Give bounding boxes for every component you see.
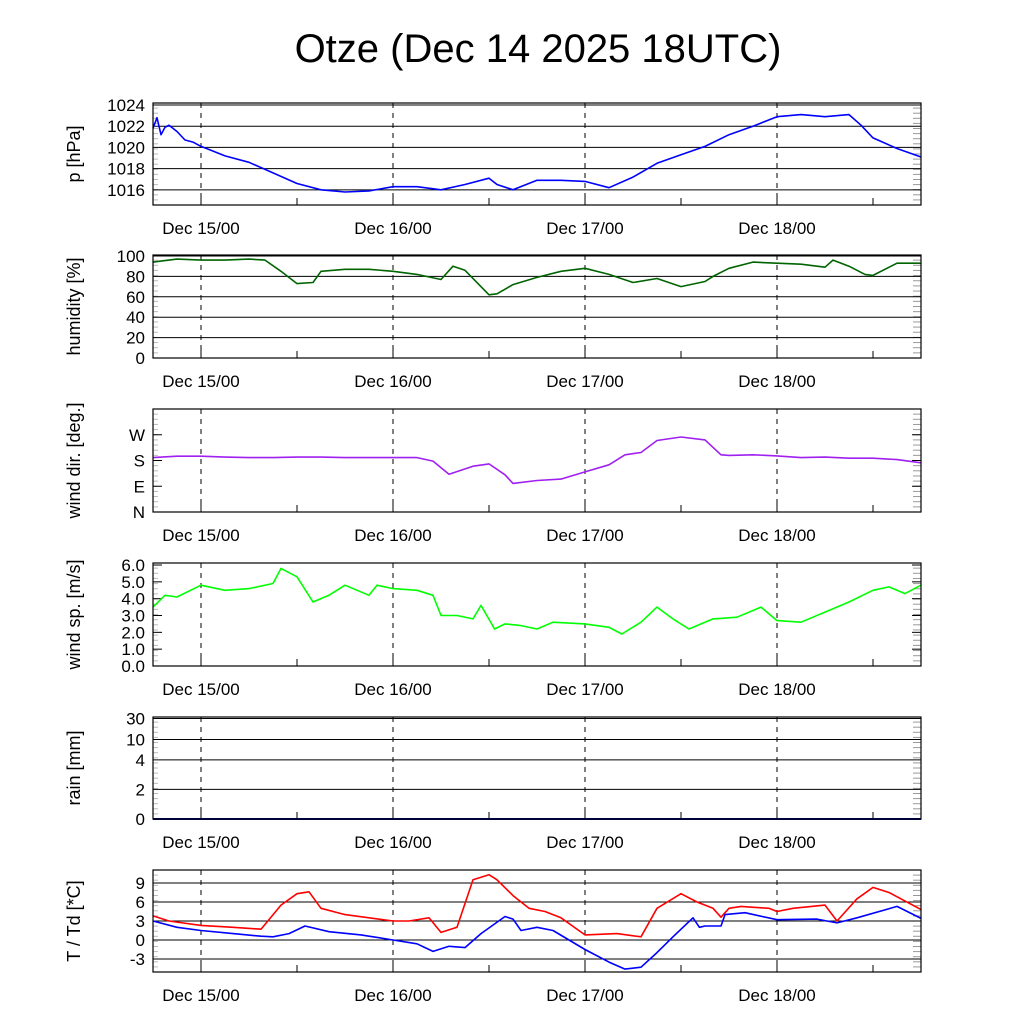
humidity-ytick-label: 20 bbox=[126, 329, 145, 348]
temperature-xtick-label: Dec 17/00 bbox=[546, 986, 624, 1005]
wind-direction-ytick-label: W bbox=[129, 426, 145, 445]
pressure-xtick-label: Dec 15/00 bbox=[162, 219, 240, 238]
wind-speed-ytick-label: 0.0 bbox=[121, 657, 145, 676]
temperature-axis-label: T / Td [*C] bbox=[64, 880, 84, 961]
rain-xtick-label: Dec 17/00 bbox=[546, 833, 624, 852]
temperature-series-t bbox=[152, 873, 922, 938]
wind-speed-axis-label: wind sp. [m/s] bbox=[64, 559, 84, 670]
wind-speed-ytick-label: 1.0 bbox=[121, 640, 145, 659]
rain-ytick-label: 30 bbox=[126, 710, 145, 729]
wind-speed-xtick-label: Dec 15/00 bbox=[162, 680, 240, 699]
rain-xtick-label: Dec 16/00 bbox=[354, 833, 432, 852]
temperature-ytick-label: -3 bbox=[130, 950, 145, 969]
rain-xtick-label: Dec 15/00 bbox=[162, 833, 240, 852]
pressure-series-pressure bbox=[152, 113, 922, 193]
humidity-xtick-label: Dec 18/00 bbox=[738, 372, 816, 391]
pressure-ytick-label: 1020 bbox=[107, 138, 145, 157]
wind-direction-xtick-label: Dec 16/00 bbox=[354, 526, 432, 545]
wind-direction-ytick-label: N bbox=[133, 503, 145, 522]
temperature-xtick-label: Dec 18/00 bbox=[738, 986, 816, 1005]
rain-ytick-label: 4 bbox=[136, 751, 145, 770]
humidity-xtick-label: Dec 16/00 bbox=[354, 372, 432, 391]
rain-ytick-label: 10 bbox=[126, 730, 145, 749]
wind-direction-xtick-label: Dec 15/00 bbox=[162, 526, 240, 545]
temperature-ytick-label: 6 bbox=[136, 893, 145, 912]
wind-speed-xtick-label: Dec 16/00 bbox=[354, 680, 432, 699]
wind-speed-ytick-label: 2.0 bbox=[121, 623, 145, 642]
wind-direction-series-wind-direction bbox=[152, 436, 922, 485]
humidity-ytick-label: 80 bbox=[126, 267, 145, 286]
wind-speed-xtick-label: Dec 18/00 bbox=[738, 680, 816, 699]
wind-direction-plot-frame bbox=[152, 408, 922, 513]
temperature-ytick-label: 3 bbox=[136, 912, 145, 931]
pressure-ytick-label: 1016 bbox=[107, 181, 145, 200]
temperature-ytick-label: 9 bbox=[136, 874, 145, 893]
wind-speed-plot-frame bbox=[152, 562, 922, 667]
temperature-series-td bbox=[152, 905, 922, 970]
pressure-plot-frame bbox=[152, 102, 922, 206]
wind-direction-ytick-label: S bbox=[134, 452, 145, 471]
humidity-xtick-label: Dec 17/00 bbox=[546, 372, 624, 391]
wind-speed-ytick-label: 4.0 bbox=[121, 590, 145, 609]
temperature-xtick-label: Dec 15/00 bbox=[162, 986, 240, 1005]
rain-plot-frame bbox=[152, 716, 922, 820]
wind-direction-axis-label: wind dir. [deg.] bbox=[64, 402, 84, 519]
temperature-ytick-label: 0 bbox=[136, 931, 145, 950]
humidity-ytick-label: 40 bbox=[126, 308, 145, 327]
humidity-xtick-label: Dec 15/00 bbox=[162, 372, 240, 391]
rain-ytick-label: 2 bbox=[136, 780, 145, 799]
pressure-xtick-label: Dec 17/00 bbox=[546, 219, 624, 238]
pressure-ytick-label: 1024 bbox=[107, 96, 145, 115]
humidity-plot-frame bbox=[152, 254, 922, 359]
wind-direction-xtick-label: Dec 18/00 bbox=[738, 526, 816, 545]
wind-direction-xtick-label: Dec 17/00 bbox=[546, 526, 624, 545]
humidity-ytick-label: 60 bbox=[126, 288, 145, 307]
temperature-xtick-label: Dec 16/00 bbox=[354, 986, 432, 1005]
pressure-ytick-label: 1022 bbox=[107, 117, 145, 136]
humidity-series-humidity bbox=[152, 258, 921, 296]
chart-title: Otze (Dec 14 2025 18UTC) bbox=[295, 27, 782, 71]
pressure-axis-label: p [hPa] bbox=[64, 125, 84, 182]
wind-speed-ytick-label: 3.0 bbox=[121, 607, 145, 626]
pressure-xtick-label: Dec 16/00 bbox=[354, 219, 432, 238]
pressure-xtick-label: Dec 18/00 bbox=[738, 219, 816, 238]
humidity-ytick-label: 0 bbox=[136, 349, 145, 368]
rain-axis-label: rain [mm] bbox=[64, 730, 84, 805]
pressure-panel: 1016 1018 1020 1022 1024 Dec 15/00 Dec 16/00 De… bbox=[64, 96, 922, 238]
wind-speed-ytick-label: 6.0 bbox=[121, 556, 145, 575]
temperature-plot-frame bbox=[152, 869, 922, 973]
rain-ytick-label: 0 bbox=[136, 810, 145, 829]
pressure-ytick-label: 1018 bbox=[107, 160, 145, 179]
wind-speed-series-wind-speed bbox=[152, 567, 922, 635]
wind-speed-ytick-label: 5.0 bbox=[121, 573, 145, 592]
wind-speed-xtick-label: Dec 17/00 bbox=[546, 680, 624, 699]
humidity-ytick-label: 100 bbox=[117, 247, 145, 266]
wind-speed-panel: 0.01.02.03.04.05.06.0 Dec 15/00 Dec 16/00 D… bbox=[64, 556, 922, 699]
wind-direction-ytick-label: E bbox=[134, 477, 145, 496]
rain-xtick-label: Dec 18/00 bbox=[738, 833, 816, 852]
humidity-axis-label: humidity [%] bbox=[64, 257, 84, 355]
